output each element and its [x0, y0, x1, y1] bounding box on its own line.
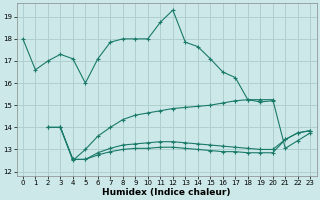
X-axis label: Humidex (Indice chaleur): Humidex (Indice chaleur) — [102, 188, 231, 197]
